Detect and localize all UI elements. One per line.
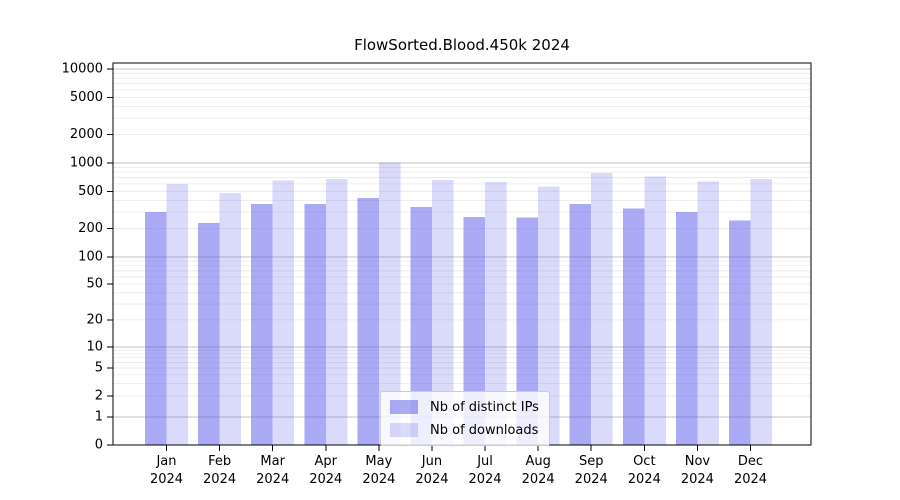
x-tick-label-month: Apr xyxy=(315,454,338,469)
bar-downloads-oct xyxy=(644,176,666,445)
y-tick-label: 1000 xyxy=(70,156,103,171)
x-tick-label-month: May xyxy=(365,454,392,469)
bar-downloads-may xyxy=(378,162,401,445)
legend-swatch-distinct-ips-icon xyxy=(390,400,418,414)
bar-distinct-ips-dec xyxy=(729,220,751,445)
bar-distinct-ips-mar xyxy=(251,204,273,445)
bar-distinct-ips-may xyxy=(357,197,379,445)
y-tick-label: 500 xyxy=(78,184,103,199)
x-tick-label-month: Feb xyxy=(208,454,231,469)
x-tick-label-month: Mar xyxy=(260,454,285,469)
x-tick-label-year: 2024 xyxy=(150,472,183,487)
bar-distinct-ips-feb xyxy=(198,222,220,445)
x-tick-label-month: Dec xyxy=(738,454,763,469)
x-tick-label-year: 2024 xyxy=(681,472,714,487)
bar-downloads-mar xyxy=(272,180,295,445)
bar-downloads-dec xyxy=(750,179,772,445)
x-tick-label-month: Oct xyxy=(633,454,655,469)
x-tick-label-month: Jan xyxy=(155,454,176,469)
x-tick-label-year: 2024 xyxy=(362,472,395,487)
legend-label-downloads: Nb of downloads xyxy=(430,422,539,438)
bar-downloads-nov xyxy=(697,181,719,445)
legend-label-distinct-ips: Nb of distinct IPs xyxy=(430,399,539,415)
x-tick-label-year: 2024 xyxy=(522,472,555,487)
bar-distinct-ips-sep xyxy=(569,204,592,445)
x-tick-label-year: 2024 xyxy=(468,472,501,487)
bar-downloads-sep xyxy=(591,173,613,445)
x-tick-label-year: 2024 xyxy=(628,472,661,487)
x-tick-label-year: 2024 xyxy=(734,472,767,487)
x-tick-label-month: Aug xyxy=(525,454,550,469)
chart-title: FlowSorted.Blood.450k 2024 xyxy=(354,36,570,54)
legend-item-distinct-ips: Nb of distinct IPs xyxy=(390,397,539,417)
legend-item-downloads: Nb of downloads xyxy=(390,420,539,440)
bar-distinct-ips-nov xyxy=(675,212,698,445)
x-tick-label-month: Nov xyxy=(685,454,711,469)
bar-downloads-feb xyxy=(219,192,242,445)
y-tick-label: 5 xyxy=(95,361,103,376)
y-tick-label: 10000 xyxy=(62,62,103,77)
bar-downloads-apr xyxy=(325,179,348,445)
y-tick-label: 100 xyxy=(78,250,103,265)
x-tick-label-year: 2024 xyxy=(415,472,448,487)
legend: Nb of distinct IPs Nb of downloads xyxy=(380,391,550,446)
x-tick-label-month: Jul xyxy=(476,454,493,469)
bar-downloads-jan xyxy=(166,183,188,446)
x-tick-label-year: 2024 xyxy=(256,472,289,487)
bar-distinct-ips-aug xyxy=(516,217,539,445)
y-tick-label: 20 xyxy=(86,312,103,327)
bar-distinct-ips-jun xyxy=(410,207,432,445)
legend-swatch-downloads-icon xyxy=(390,423,418,437)
x-tick-label-year: 2024 xyxy=(309,472,342,487)
y-tick-label: 2000 xyxy=(70,127,103,142)
y-tick-label: 1 xyxy=(95,410,103,425)
bar-downloads-jul xyxy=(485,181,507,445)
bar-downloads-jun xyxy=(431,179,454,445)
x-tick-label-month: Sep xyxy=(579,454,604,469)
bar-distinct-ips-apr xyxy=(304,204,326,445)
y-tick-label: 5000 xyxy=(70,90,103,105)
bar-downloads-aug xyxy=(538,186,560,445)
x-tick-label-year: 2024 xyxy=(203,472,236,487)
y-tick-label: 0 xyxy=(95,438,103,453)
y-tick-label: 50 xyxy=(86,277,103,292)
bar-distinct-ips-oct xyxy=(622,208,645,445)
x-tick-label-year: 2024 xyxy=(575,472,608,487)
x-tick-label-month: Jun xyxy=(421,454,442,469)
bar-distinct-ips-jul xyxy=(463,217,486,445)
bar-distinct-ips-jan xyxy=(145,212,167,445)
y-tick-label: 10 xyxy=(86,340,103,355)
y-tick-label: 2 xyxy=(95,388,103,403)
y-tick-label: 200 xyxy=(78,221,103,236)
